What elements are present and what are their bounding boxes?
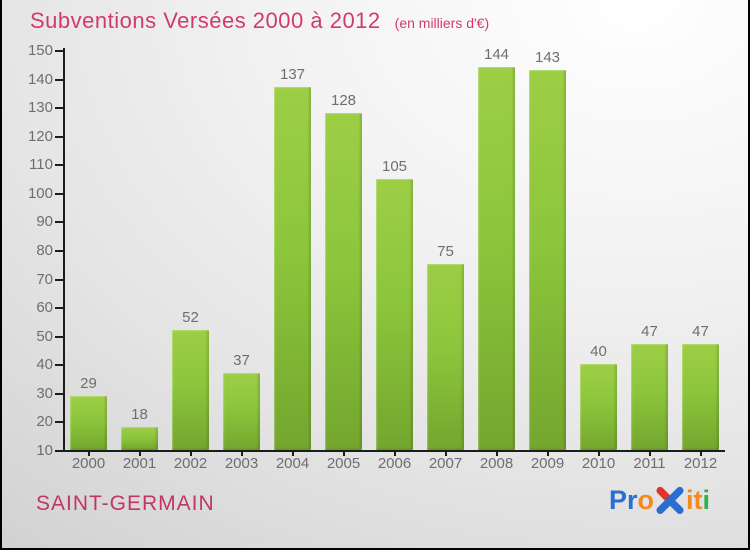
chart-subtitle: (en milliers d'€) — [394, 15, 490, 31]
bar-value-label: 47 — [641, 323, 658, 341]
x-axis-tick — [393, 452, 396, 456]
bar-2010 — [580, 364, 617, 450]
bar-2009 — [529, 70, 566, 450]
x-axis-tick-label: 2003 — [224, 455, 259, 472]
location-label: SAINT-GERMAIN — [36, 492, 215, 515]
proxiti-letter: t — [693, 485, 703, 515]
bar-value-label: 137 — [279, 66, 306, 84]
bar-2003 — [223, 372, 260, 450]
x-axis-line — [63, 450, 725, 452]
x-axis-tick-label: 2011 — [633, 455, 666, 472]
proxiti-letter: r — [626, 485, 638, 515]
proxiti-letter: P — [608, 485, 627, 515]
x-axis-tick — [291, 452, 294, 456]
y-axis-tick-label: 140 — [27, 70, 53, 88]
bar-value-label: 52 — [182, 309, 199, 326]
x-axis-tick-label: 2000 — [71, 455, 106, 472]
y-axis-tick — [55, 250, 63, 252]
bar-2006 — [376, 178, 413, 450]
proxiti-letter: i — [702, 485, 710, 515]
bar-value-label: 47 — [692, 323, 709, 341]
y-axis-tick — [55, 364, 63, 367]
bar-value-label: 37 — [233, 351, 250, 369]
y-axis-tick — [55, 135, 63, 138]
y-axis-line — [63, 48, 65, 452]
x-axis-tick-label: 2006 — [377, 455, 412, 472]
x-axis-tick — [495, 452, 498, 456]
bar-2000 — [70, 395, 107, 450]
x-axis-tick — [87, 452, 90, 456]
x-axis-tick-label: 2004 — [275, 455, 310, 472]
y-axis-tick-label: 70 — [36, 270, 53, 288]
bar-value-label: 75 — [437, 243, 454, 261]
x-axis-tick — [240, 452, 243, 456]
y-axis-tick — [55, 78, 63, 81]
bar-2004 — [274, 87, 311, 450]
y-axis-tick — [55, 107, 63, 110]
x-axis-tick — [138, 452, 141, 456]
y-axis-tick-label: 130 — [27, 99, 53, 117]
x-axis-tick — [546, 452, 549, 456]
bar-2007 — [427, 264, 464, 450]
proxiti-x-icon — [656, 486, 684, 514]
x-axis-tick-label: 2001 — [122, 455, 157, 472]
bar-2011 — [631, 344, 668, 450]
x-axis-tick — [597, 452, 600, 456]
y-axis-tick-label: 110 — [29, 156, 53, 174]
y-axis-tick-label: 80 — [36, 242, 53, 259]
y-axis-tick-label: 20 — [36, 413, 53, 431]
x-axis-tick — [648, 452, 651, 456]
x-axis-tick-label: 2002 — [173, 455, 208, 472]
y-axis-tick — [55, 421, 63, 424]
x-axis-tick-label: 2009 — [530, 455, 565, 472]
bar-chart-plot-area: 150 140 130 120 110 100 90 80 70 60 50 40 30 20 10 29 20… — [2, 0, 748, 480]
x-axis-tick-label: 2007 — [428, 455, 463, 472]
y-axis-tick — [55, 307, 63, 310]
bar-2005 — [325, 112, 362, 450]
y-axis-tick-label: 100 — [27, 184, 53, 202]
y-axis-tick — [55, 221, 63, 224]
bar-value-label: 29 — [80, 374, 97, 392]
y-axis-tick — [55, 335, 63, 338]
x-axis-tick-label: 2005 — [326, 455, 361, 472]
y-axis-tick-label: 90 — [36, 213, 53, 231]
x-axis-tick — [444, 452, 447, 456]
chart-header: Subventions Versées 2000 à 2012 (en mill… — [30, 8, 489, 34]
x-axis-tick-label: 2008 — [479, 455, 514, 472]
bar-value-label: 18 — [131, 406, 148, 424]
chart-title: Subventions Versées 2000 à 2012 — [30, 8, 381, 33]
x-axis-tick-label: 2012 — [683, 455, 718, 472]
y-axis-tick — [55, 450, 63, 452]
bar-2008 — [478, 67, 515, 450]
x-axis-tick — [189, 452, 192, 456]
x-axis-tick-label: 2010 — [581, 455, 616, 472]
y-axis-tick — [55, 50, 63, 52]
proxiti-letter: o — [637, 485, 654, 515]
y-axis-tick — [55, 392, 63, 395]
y-axis-tick — [55, 192, 63, 195]
bar-value-label: 40 — [590, 343, 607, 361]
proxiti-letter: i — [685, 485, 694, 515]
y-axis-tick — [55, 278, 63, 281]
bar-2002 — [172, 330, 209, 450]
y-axis-tick-label: 30 — [36, 384, 53, 402]
y-axis-tick-label: 150 — [27, 42, 53, 59]
bar-value-label: 128 — [330, 91, 357, 109]
bar-value-label: 143 — [534, 49, 561, 66]
bar-value-label: 105 — [381, 157, 408, 175]
bar-2001 — [121, 427, 158, 450]
x-axis-tick — [342, 452, 345, 456]
y-axis-tick — [55, 164, 63, 167]
y-axis-tick-label: 60 — [36, 299, 53, 317]
y-axis-tick-label: 10 — [36, 442, 53, 459]
bar-value-label: 144 — [483, 46, 510, 64]
bar-2012 — [682, 344, 719, 450]
x-axis-tick — [699, 452, 702, 456]
y-axis-tick-label: 50 — [36, 327, 53, 345]
y-axis-tick-label: 120 — [27, 127, 53, 145]
y-axis-tick-label: 40 — [36, 356, 53, 374]
